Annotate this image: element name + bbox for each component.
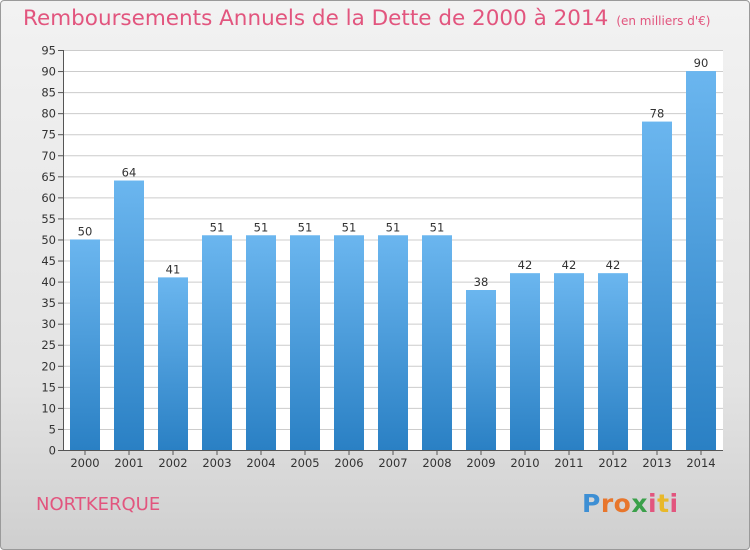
logo-letter: r — [600, 489, 614, 518]
y-tick-label: 55 — [41, 212, 56, 226]
data-label: 51 — [430, 220, 445, 234]
y-tick-label: 20 — [41, 359, 56, 373]
data-label: 90 — [694, 56, 709, 70]
data-label: 78 — [650, 107, 665, 121]
x-tick-label: 2007 — [378, 456, 407, 470]
bar — [334, 235, 364, 450]
bar — [158, 277, 188, 450]
x-tick-label: 2009 — [466, 456, 495, 470]
bar — [466, 290, 496, 450]
x-tick-label: 2006 — [334, 456, 363, 470]
x-tick-label: 2005 — [290, 456, 319, 470]
y-tick-label: 80 — [41, 107, 56, 121]
y-tick-label: 50 — [41, 233, 56, 247]
bar — [686, 71, 716, 450]
y-tick-label: 35 — [41, 296, 56, 310]
unit-label: (en milliers d'€) — [616, 14, 711, 28]
logo-letter: x — [631, 489, 648, 518]
x-tick-label: 2008 — [422, 456, 451, 470]
bar — [114, 180, 144, 451]
x-tick-label: 2011 — [554, 456, 583, 470]
y-tick-label: 5 — [49, 422, 56, 436]
x-tick-label: 2001 — [114, 456, 143, 470]
bar — [598, 273, 628, 450]
x-tick-label: 2004 — [246, 456, 275, 470]
bars: 50 64 41 51 51 51 51 51 51 38 42 42 42 78 90 — [70, 56, 716, 451]
y-tick-label: 0 — [49, 444, 56, 458]
y-tick-label: 90 — [41, 65, 56, 79]
data-label: 41 — [166, 262, 181, 276]
logo-letter: t — [657, 489, 670, 518]
bar — [246, 235, 276, 450]
data-label: 51 — [342, 220, 357, 234]
y-tick-label: 30 — [41, 317, 56, 331]
x-tick-label: 2014 — [686, 456, 715, 470]
bar — [290, 235, 320, 450]
y-tick-label: 70 — [41, 149, 56, 163]
y-tick-label: 65 — [41, 170, 56, 184]
x-tick-label: 2010 — [510, 456, 539, 470]
logo-letter: P — [582, 489, 601, 518]
data-label: 51 — [386, 220, 401, 234]
data-label: 42 — [518, 258, 533, 272]
bar — [510, 273, 540, 450]
data-label: 64 — [122, 166, 137, 180]
commune-name: NORTKERQUE — [36, 494, 161, 515]
y-tick-label: 40 — [41, 275, 56, 289]
x-tick-label: 2000 — [70, 456, 99, 470]
y-tick-label: 15 — [41, 380, 56, 394]
x-tick-label: 2012 — [598, 456, 627, 470]
data-label: 42 — [562, 258, 577, 272]
data-label: 42 — [606, 258, 621, 272]
x-axis: 2000 2001 2002 2003 2004 2005 2006 2007 2008 2009… — [63, 450, 723, 470]
x-tick-label: 2013 — [642, 456, 671, 470]
y-tick-label: 45 — [41, 254, 56, 268]
data-label: 50 — [78, 224, 93, 238]
y-tick-label: 85 — [41, 86, 56, 100]
bar — [422, 235, 452, 450]
proxiti-logo[interactable]: Proxiti — [582, 489, 679, 518]
logo-letter: i — [669, 489, 679, 518]
data-label: 51 — [210, 220, 225, 234]
y-axis: 0 5 10 15 20 25 30 35 40 45 50 55 60 65 70 75 80 85 90 95 — [41, 44, 64, 458]
chart-title: Remboursements Annuels de la Dette de 20… — [23, 6, 710, 31]
bar — [202, 235, 232, 450]
bar — [554, 273, 584, 450]
logo-letter: o — [613, 489, 632, 518]
bar — [378, 235, 408, 450]
x-tick-label: 2002 — [158, 456, 187, 470]
x-tick-label: 2003 — [202, 456, 231, 470]
logo-letter: i — [648, 489, 658, 518]
bar — [70, 239, 100, 450]
bar — [642, 121, 672, 450]
y-tick-label: 10 — [41, 401, 56, 415]
data-label: 51 — [254, 220, 269, 234]
y-tick-label: 75 — [41, 128, 56, 142]
title-text: Remboursements Annuels de la Dette de 20… — [23, 6, 609, 31]
data-label: 38 — [474, 275, 489, 289]
y-tick-label: 95 — [41, 44, 56, 58]
y-tick-label: 60 — [41, 191, 56, 205]
data-label: 51 — [298, 220, 313, 234]
y-tick-label: 25 — [41, 338, 56, 352]
